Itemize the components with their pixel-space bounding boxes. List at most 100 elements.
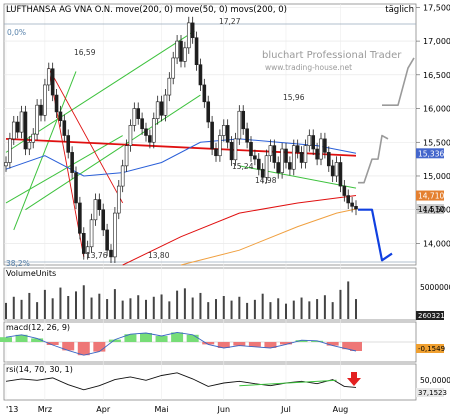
last-price-badge-bg-2 <box>416 204 444 215</box>
last-price-badge-2: 14,510 <box>418 205 444 214</box>
macd-histogram-bar <box>93 342 106 352</box>
volume-bar <box>199 292 202 319</box>
y-tick-label-14,500: 14,500 <box>423 206 450 215</box>
candle-body <box>179 40 183 62</box>
price-annotation-8: 38,2% <box>6 259 30 268</box>
price-annotation-3: 15,96 <box>283 93 305 102</box>
candle-body <box>256 158 261 170</box>
x-tick-label-Mai: Mai <box>155 405 169 414</box>
volume-bar <box>331 302 334 319</box>
axis-labels-layer: 14,000 14,500 15,000 15,500 16,000 16,500 17,0… <box>6 3 450 414</box>
x-tick-label-Jun: Jun <box>217 405 231 414</box>
ema200-line <box>180 208 357 266</box>
volume-bar <box>323 295 326 319</box>
candle-body <box>280 148 284 173</box>
price-annotation-0: 0,0% <box>7 28 26 37</box>
candle-body <box>81 233 86 254</box>
candle-body <box>8 138 12 163</box>
candle-body <box>136 108 141 119</box>
volume-bar <box>28 292 31 319</box>
volume-bar <box>51 298 54 319</box>
candle-body <box>253 155 257 160</box>
y-tick-label-15,500: 15,500 <box>423 138 450 147</box>
volume-title: VolumeUnits <box>6 269 56 278</box>
y-tick-label-16,500: 16,500 <box>423 71 450 80</box>
volume-bar <box>253 299 256 319</box>
candle-body <box>295 145 300 153</box>
candle-body <box>128 125 133 146</box>
volume-bar <box>36 302 39 319</box>
macd-last-bg <box>416 344 444 353</box>
candle-body <box>167 77 172 96</box>
volume-bar <box>215 299 217 319</box>
candle-body <box>190 22 195 39</box>
macd-histogram-bar <box>342 342 355 350</box>
candle-body <box>93 199 98 221</box>
candle-body <box>237 110 242 140</box>
volume-last-bg <box>416 311 444 320</box>
volume-bar <box>90 297 93 319</box>
watermark-title: bluchart Professional Trader <box>262 50 402 61</box>
volume-bar <box>82 285 85 319</box>
macd-histogram-bar <box>171 332 184 342</box>
y-tick-label-17,000: 17,000 <box>423 37 450 46</box>
y-tick-label-15,000: 15,000 <box>423 172 450 181</box>
candle-body <box>342 185 347 196</box>
x-tick-label-Aug: Aug <box>333 405 349 414</box>
candle-body <box>346 195 351 204</box>
candle-body <box>198 64 203 86</box>
price-annotation-4: 15,24 <box>232 162 254 171</box>
candle-body <box>326 152 331 167</box>
candle-body <box>245 128 249 143</box>
volume-bar <box>75 291 77 319</box>
candle-body <box>249 141 253 157</box>
candle-body <box>268 145 273 157</box>
candle-body <box>151 118 156 143</box>
candle-body <box>27 141 32 150</box>
volume-tick-5000000: 5000000 <box>420 283 450 292</box>
volume-bars <box>5 281 357 319</box>
candle-body <box>132 108 137 126</box>
candle-body <box>109 249 113 258</box>
candle-body <box>229 141 234 161</box>
macd-histogram-bar <box>0 337 12 342</box>
volume-bar <box>12 296 15 319</box>
macd-histogram-bar <box>295 340 308 342</box>
candle-body <box>97 199 102 210</box>
last-price-badge-1: 14,710 <box>418 192 444 201</box>
price-annotation-6: 13,76 <box>86 251 108 260</box>
candle-body <box>39 104 43 116</box>
candle-body <box>23 111 28 150</box>
candle-body <box>31 133 36 143</box>
volume-bar <box>113 289 116 319</box>
volume-bar <box>285 303 287 319</box>
candle-body <box>218 135 222 157</box>
ma50-line <box>122 195 357 266</box>
forecast-up-path-high <box>382 57 415 106</box>
candles-layer <box>4 16 358 263</box>
volume-bar <box>230 300 233 319</box>
forecast-up-path-low <box>358 134 389 184</box>
candle-body <box>66 135 71 153</box>
candle-body <box>206 101 211 123</box>
macd-histogram-bar <box>155 336 168 342</box>
rsi-trendline <box>239 379 337 387</box>
candle-body <box>70 152 74 173</box>
candle-body <box>35 104 39 135</box>
candle-body <box>284 148 288 163</box>
y-tick-label-17,500: 17,500 <box>423 3 450 12</box>
candle-body <box>264 155 269 178</box>
volume-panel <box>3 267 417 321</box>
price-annotation-5: 14,98 <box>255 176 277 185</box>
candle-body <box>144 128 148 136</box>
rsi-panel <box>3 363 417 401</box>
candle-body <box>186 22 191 49</box>
macd-histogram-bar <box>186 334 199 342</box>
candle-body <box>291 145 296 170</box>
candle-body <box>338 162 343 187</box>
candle-body <box>210 121 214 150</box>
candle-body <box>260 168 265 178</box>
candle-body <box>288 162 292 170</box>
